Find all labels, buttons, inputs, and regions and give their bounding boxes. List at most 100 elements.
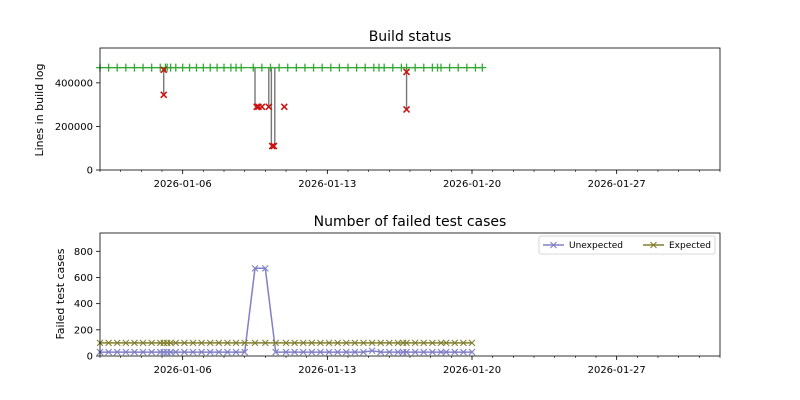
unexpected-data-point-stroke [180,348,188,356]
unexpected-data-point [180,348,188,356]
unexpected-data-point [308,348,316,356]
unexpected-data-point [459,348,467,356]
expected-data-point-stroke [232,339,240,347]
expected-data-point-stroke [403,339,410,347]
expected-data-point-stroke [189,339,197,347]
unexpected-data-point-stroke [299,348,307,356]
build-success-marker [352,63,361,72]
expected-data-point [420,339,428,347]
unexpected-data-point-stroke [411,348,419,356]
expected-data-point-stroke [442,339,450,347]
unexpected-data-point [291,348,299,356]
expected-data-point-stroke [241,339,249,347]
build-success-marker [437,63,445,72]
legend-unexpected-label: Unexpected [569,241,623,251]
expected-data-point [403,339,410,347]
unexpected-data-point [317,348,324,356]
unexpected-data-point-stroke [189,348,197,356]
tests-y-tick-label: 600 [74,273,93,284]
unexpected-data-point [282,348,290,356]
build-success-marker [344,63,352,72]
expected-data-point [437,339,445,347]
expected-data-point [272,339,280,347]
build-success-marker [266,63,275,72]
expected-data-point [411,339,419,347]
unexpected-data-point [113,348,121,356]
build-success-marker [361,63,370,72]
expected-data-point-stroke [420,339,428,347]
expected-data-point [198,339,206,347]
expected-data-point [385,339,393,347]
unexpected-data-point-stroke [291,348,299,356]
unexpected-data-point [206,348,214,356]
build-success-marker [178,63,187,72]
expected-data-point [308,339,316,347]
unexpected-data-point-stroke [148,348,156,356]
build-success-marker [283,63,292,72]
unexpected-data-point-stroke [360,348,367,356]
unexpected-data-point-stroke [468,348,476,356]
unexpected-data-point-stroke [139,348,147,356]
unexpected-data-point-stroke [451,348,459,356]
build-failure-marker [160,91,168,99]
build-status-plot-area: 2026-01-06 2026-01-13 2026-01-20 2026-01-27… [55,47,721,190]
unexpected-data-point [272,348,280,356]
build-success-marker [478,63,487,72]
build-success-marker [220,63,228,72]
expected-data-point-stroke [385,339,393,347]
build-success-marker [199,63,208,72]
expected-data-point [325,339,333,347]
build-success-marker [462,63,471,72]
build-y-tick-label: 0 [87,166,93,177]
unexpected-data-point-stroke [351,348,359,356]
unexpected-data-point [131,348,138,356]
unexpected-data-point-stroke [385,348,393,356]
build-failure-marker-stroke [160,66,168,74]
expected-data-point [189,339,197,347]
expected-data-point [442,339,450,347]
build-success-marker [454,63,463,72]
unexpected-data-point [148,348,156,356]
failed-tests-plot-area: 2026-01-06 2026-01-13 2026-01-20 2026-01-27… [74,232,721,376]
unexpected-data-point [172,348,180,356]
build-x-tick-label: 2026-01-13 [298,179,356,190]
build-failure-marker [270,142,278,150]
build-success-marker [275,63,284,72]
build-success-marker [104,63,113,72]
build-success-marker [411,63,420,72]
expected-data-point [291,339,299,347]
expected-data-point-stroke [368,339,376,347]
legend-expected-label: Expected [669,241,711,251]
expected-data-point-stroke [451,339,459,347]
unexpected-data-point [420,348,428,356]
unexpected-data-point [442,348,450,356]
unexpected-data-point [224,348,231,356]
unexpected-data-point [167,348,175,356]
expected-data-point-stroke [291,339,299,347]
expected-data-point-stroke [113,339,121,347]
unexpected-data-point-stroke [459,348,467,356]
expected-data-point [139,339,147,347]
build-failure-marker-stroke [258,103,266,111]
unexpected-data-point [105,348,113,356]
expected-data-point [241,339,249,347]
expected-data-point-stroke [206,339,214,347]
unexpected-data-point-stroke [437,348,445,356]
build-success-marker [402,63,411,72]
expected-data-point-stroke [105,339,113,347]
expected-data-point-stroke [342,339,350,347]
build-success-marker [139,63,148,72]
unexpected-data-point-stroke [167,348,175,356]
build-failure-marker-stroke [160,91,168,99]
build-failure-marker [268,142,276,150]
unexpected-data-point-stroke [377,348,385,356]
unexpected-data-point [451,348,459,356]
build-success-marker [206,63,215,72]
build-failure-marker-stroke [253,103,261,111]
unexpected-data-point-stroke [334,348,342,356]
unexpected-data-point [342,348,350,356]
unexpected-data-point [368,347,376,355]
unexpected-data-point [251,264,259,272]
build-failure-marker [265,103,273,111]
build-failure-marker [403,105,411,113]
